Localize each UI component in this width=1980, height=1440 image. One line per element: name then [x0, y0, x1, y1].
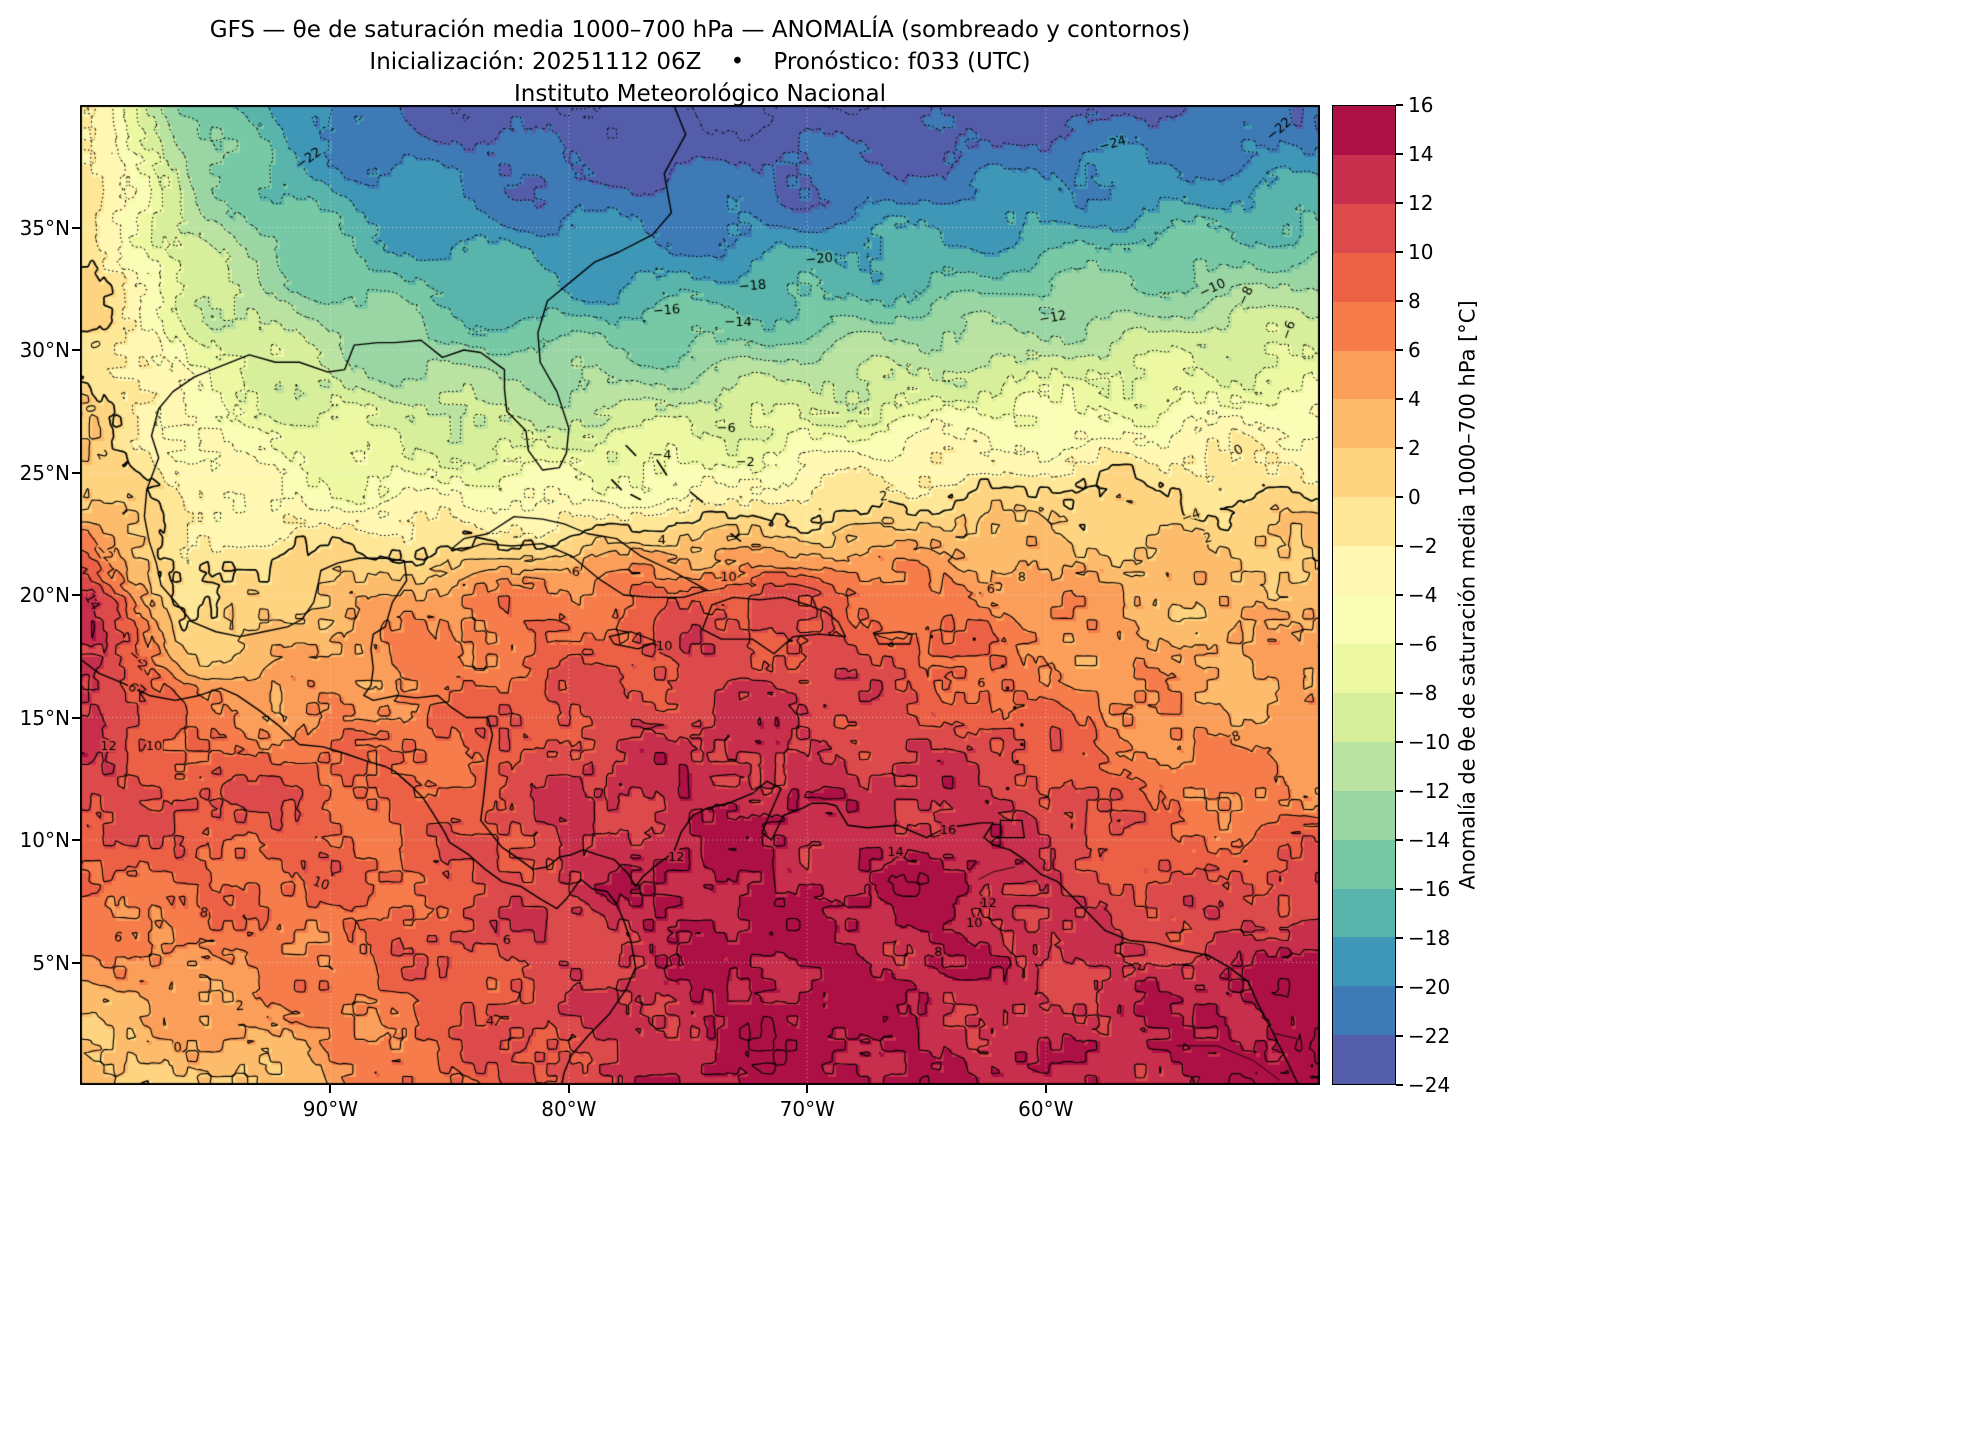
colorbar-tick-mark — [1396, 937, 1403, 939]
colorbar-band — [1333, 203, 1395, 253]
x-tick-label: 90°W — [302, 1097, 358, 1121]
y-tick-label: 10°N — [19, 828, 70, 852]
y-tick-label: 20°N — [19, 583, 70, 607]
x-tick-mark — [567, 1085, 570, 1093]
colorbar-tick-mark — [1396, 202, 1403, 204]
chart-title: GFS — θe de saturación media 1000–700 hP… — [209, 17, 1191, 43]
y-tick-label: 30°N — [19, 338, 70, 362]
x-tick-mark — [806, 1085, 809, 1093]
colorbar-band — [1333, 546, 1395, 596]
title-block: GFS — θe de saturación media 1000–700 hP… — [80, 14, 1320, 110]
colorbar-tick-label: 12 — [1408, 191, 1434, 215]
colorbar-tick-label: −22 — [1408, 1024, 1451, 1048]
x-tick-label: 60°W — [1018, 1097, 1074, 1121]
colorbar-tick-mark — [1396, 839, 1403, 841]
colorbar-tick-mark — [1396, 349, 1403, 351]
colorbar-label: Anomalía de θe de saturación media 1000–… — [1456, 300, 1480, 890]
colorbar-tick-mark — [1396, 545, 1403, 547]
colorbar-band — [1333, 790, 1395, 840]
colorbar-band — [1333, 595, 1395, 644]
colorbar-tick-mark — [1396, 1084, 1403, 1086]
colorbar-tick-label: 16 — [1408, 93, 1434, 117]
y-tick-mark — [72, 961, 80, 964]
colorbar-band — [1333, 301, 1395, 351]
colorbar-tick-label: 2 — [1408, 436, 1421, 460]
chart-subtitle: Inicialización: 20251112 06Z • Pronóstic… — [369, 49, 1031, 75]
y-tick-mark — [72, 839, 80, 841]
map-plot-area — [80, 105, 1320, 1085]
y-tick-label: 25°N — [19, 460, 70, 485]
colorbar-tick-mark — [1396, 447, 1403, 449]
colorbar-tick-label: −8 — [1408, 681, 1438, 705]
y-tick-label: 15°N — [19, 705, 70, 730]
x-tick-mark — [1044, 1085, 1047, 1093]
colorbar-tick-label: 0 — [1408, 485, 1421, 509]
colorbar-tick-label: −18 — [1408, 926, 1451, 950]
colorbar-band — [1333, 986, 1395, 1036]
colorbar-tick-label: 8 — [1408, 289, 1421, 313]
colorbar-band — [1333, 448, 1395, 498]
colorbar-tick-label: −14 — [1408, 828, 1451, 852]
colorbar-tick-label: −20 — [1408, 975, 1451, 999]
y-tick-mark — [72, 471, 80, 474]
colorbar-band — [1333, 252, 1395, 302]
colorbar-tick-label: −10 — [1408, 730, 1451, 754]
colorbar-label-wrap: Anomalía de θe de saturación media 1000–… — [1448, 105, 1488, 1085]
y-tick-mark — [72, 716, 80, 719]
colorbar-band — [1333, 643, 1395, 693]
colorbar-band — [1333, 154, 1395, 204]
colorbar-tick-label: −6 — [1408, 632, 1438, 656]
colorbar-tick-label: −12 — [1408, 779, 1451, 803]
x-tick-mark — [329, 1085, 332, 1093]
colorbar-tick-label: 4 — [1408, 387, 1421, 411]
colorbar-tick-mark — [1396, 104, 1403, 106]
colorbar-tick-mark — [1396, 398, 1403, 400]
colorbar-tick-mark — [1396, 888, 1403, 890]
chart-institution: Instituto Meteorológico Nacional — [514, 81, 886, 107]
colorbar-tick-mark — [1396, 251, 1403, 253]
colorbar-tick-mark — [1396, 496, 1403, 498]
x-tick-label: 80°W — [541, 1097, 597, 1121]
colorbar-band — [1333, 692, 1395, 742]
x-tick-label: 70°W — [779, 1097, 835, 1121]
colorbar-tick-mark — [1396, 643, 1403, 645]
colorbar-band — [1333, 497, 1395, 547]
colorbar-tick-label: 14 — [1408, 142, 1434, 166]
colorbar-tick-mark — [1396, 300, 1403, 302]
colorbar-band — [1333, 937, 1395, 987]
colorbar-tick-label: 6 — [1408, 338, 1421, 362]
colorbar-tick-mark — [1396, 1035, 1403, 1037]
colorbar-tick-label: −4 — [1408, 583, 1438, 607]
colorbar-band — [1333, 839, 1395, 889]
colorbar-tick-mark — [1396, 692, 1403, 694]
y-tick-mark — [72, 349, 80, 351]
y-tick-label: 35°N — [19, 215, 70, 240]
map-canvas — [80, 105, 1320, 1085]
colorbar-tick-mark — [1396, 986, 1403, 988]
colorbar-tick-mark — [1396, 594, 1403, 596]
colorbar-tick-label: −2 — [1408, 534, 1438, 558]
colorbar-band — [1333, 399, 1395, 449]
colorbar-band — [1333, 888, 1395, 938]
colorbar-tick-label: −24 — [1408, 1073, 1451, 1097]
colorbar-band — [1333, 1035, 1395, 1085]
y-tick-label: 5°N — [32, 950, 70, 975]
y-tick-mark — [72, 226, 80, 229]
colorbar-band — [1333, 350, 1395, 400]
colorbar-tick-mark — [1396, 741, 1403, 743]
colorbar-tick-label: −16 — [1408, 877, 1451, 901]
colorbar-tick-label: 10 — [1408, 240, 1434, 264]
colorbar-band — [1333, 741, 1395, 791]
colorbar — [1332, 105, 1396, 1085]
colorbar-tick-mark — [1396, 790, 1403, 792]
y-tick-mark — [72, 594, 80, 596]
colorbar-band — [1333, 106, 1395, 155]
colorbar-tick-mark — [1396, 153, 1403, 155]
